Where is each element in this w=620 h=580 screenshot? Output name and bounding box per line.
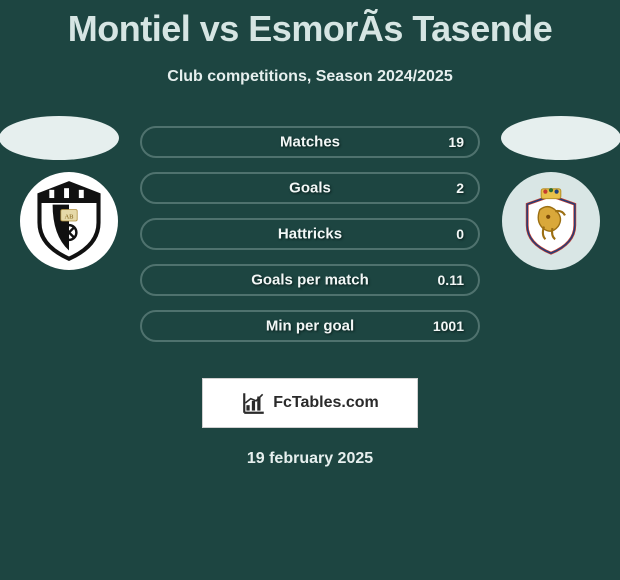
stat-value: 0 xyxy=(456,226,464,242)
player-left-ellipse xyxy=(0,116,119,160)
stat-value: 2 xyxy=(456,180,464,196)
stat-row: Hattricks 0 xyxy=(140,218,480,250)
comparison-panel: AB Matches 19 Goals 2 Hattr xyxy=(0,116,620,356)
stats-bars: Matches 19 Goals 2 Hattricks 0 Goals per… xyxy=(140,126,480,342)
svg-text:AB: AB xyxy=(64,214,74,221)
stat-label: Goals per match xyxy=(142,272,478,289)
club-badge-left: AB xyxy=(20,172,118,270)
stat-label: Goals xyxy=(142,180,478,197)
stat-label: Min per goal xyxy=(142,318,478,335)
stat-value: 1001 xyxy=(433,318,464,334)
branding-text: FcTables.com xyxy=(273,394,379,412)
shield-icon: AB xyxy=(28,180,110,262)
stat-row: Matches 19 xyxy=(140,126,480,158)
stat-label: Matches xyxy=(142,134,478,151)
branding-box: FcTables.com xyxy=(202,378,418,428)
date-text: 19 february 2025 xyxy=(0,450,620,468)
club-badge-right xyxy=(502,172,600,270)
subtitle: Club competitions, Season 2024/2025 xyxy=(0,68,620,86)
stat-row: Goals per match 0.11 xyxy=(140,264,480,296)
stat-value: 19 xyxy=(448,134,464,150)
crest-icon xyxy=(516,186,586,256)
stat-label: Hattricks xyxy=(142,226,478,243)
chart-icon xyxy=(241,390,267,416)
player-right-ellipse xyxy=(501,116,620,160)
stat-value: 0.11 xyxy=(438,272,464,288)
stat-row: Min per goal 1001 xyxy=(140,310,480,342)
page-title: Montiel vs EsmorÃ­s Tasende xyxy=(0,0,620,50)
stat-row: Goals 2 xyxy=(140,172,480,204)
